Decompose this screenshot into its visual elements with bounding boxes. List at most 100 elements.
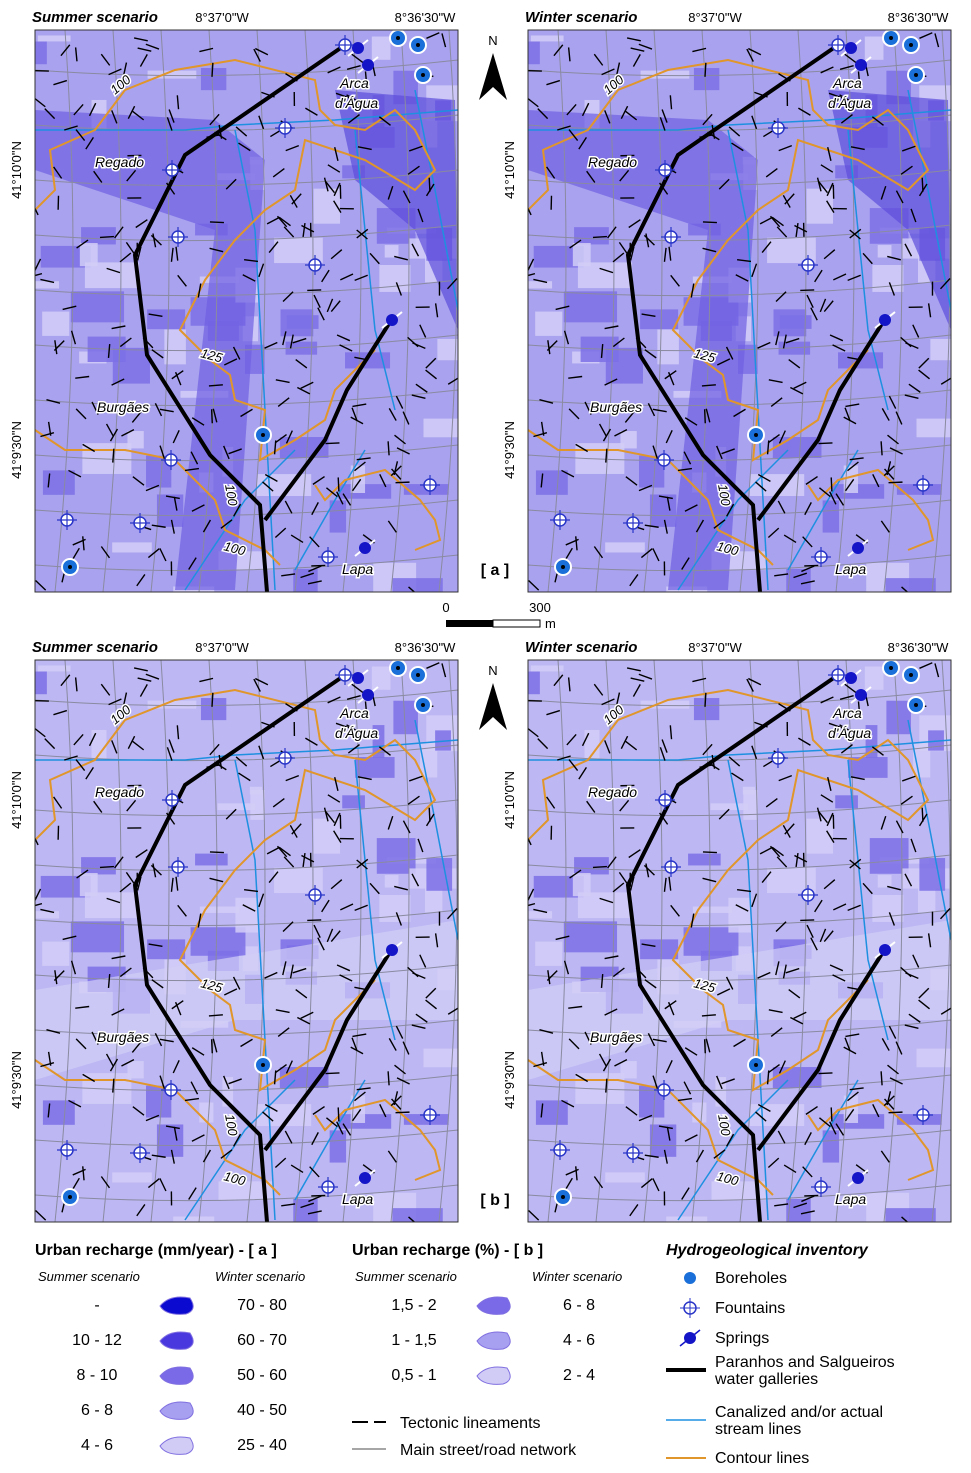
spring [359, 1172, 371, 1184]
tectonic-lineament [881, 1071, 882, 1085]
legend-swatch [477, 1367, 510, 1384]
legend-item: 6 - 8 [563, 1297, 595, 1314]
spring [359, 542, 371, 554]
legend-item: 4 - 6 [563, 1332, 595, 1349]
legend-item: 50 - 60 [237, 1367, 287, 1384]
recharge-zone [112, 1172, 152, 1182]
tectonic-lineament [212, 1039, 213, 1053]
legend-item: Contour lines [715, 1450, 809, 1467]
recharge-zone [564, 921, 617, 952]
spring [855, 689, 867, 701]
recharge-zone [885, 578, 935, 591]
spring [362, 689, 374, 701]
tectonic-lineament [338, 477, 339, 491]
tectonic-lineament [212, 63, 213, 77]
place-name: Arca [339, 705, 369, 721]
recharge-zone [564, 291, 617, 322]
place-name: Regado [95, 784, 144, 800]
tectonic-lineament [396, 1112, 410, 1113]
recharge-zone [157, 494, 183, 526]
legend-swatch [160, 1297, 193, 1314]
spring [352, 672, 364, 684]
borehole-dot [889, 36, 893, 40]
place-name: Lapa [342, 561, 373, 577]
borehole-dot [561, 565, 565, 569]
place-name: d'Água [828, 725, 871, 741]
legend-item: 40 - 50 [237, 1402, 287, 1419]
recharge-zone [835, 795, 858, 808]
legend-item: 25 - 40 [237, 1437, 287, 1454]
legend-item: Canalized and/or actual [715, 1404, 883, 1421]
tectonic-lineament [705, 409, 706, 423]
legend-swatch [680, 1298, 700, 1318]
legend-item: 6 - 8 [81, 1402, 113, 1419]
scale-bar [446, 620, 493, 627]
place-name: Burgães [97, 399, 149, 415]
legend-swatch [683, 1271, 697, 1285]
legend-swatch [684, 1332, 696, 1344]
tectonic-lineament [338, 1107, 339, 1121]
tectonic-lineament [307, 290, 321, 291]
recharge-zone [235, 898, 258, 933]
legend-item: 0,5 - 1 [391, 1367, 436, 1384]
tectonic-lineament [705, 1039, 706, 1053]
recharge-zone [35, 281, 59, 288]
recharge-zone [35, 672, 46, 695]
scale-label: 0 [442, 600, 449, 615]
longitude-label: 8°36'30"W [888, 10, 949, 25]
borehole-dot [261, 1063, 265, 1067]
place-name: Regado [588, 784, 637, 800]
recharge-zone [528, 42, 539, 65]
spring [879, 944, 891, 956]
recharge-zone [640, 309, 678, 329]
recharge-zone [728, 898, 751, 933]
tectonic-lineament [705, 63, 706, 77]
tectonic-lineament [800, 290, 814, 291]
tectonic-lineament [388, 1071, 389, 1085]
legend-title: Urban recharge (mm/year) - [ a ] [35, 1242, 277, 1259]
latitude-label: 41°9'30"N [9, 421, 24, 479]
recharge-zone [536, 470, 568, 494]
legend-item: Tectonic lineaments [400, 1415, 541, 1432]
tectonic-lineament [429, 178, 430, 192]
recharge-zone [694, 68, 719, 90]
place-name: Burgães [590, 399, 642, 415]
borehole-dot [416, 673, 420, 677]
recharge-zone [916, 419, 951, 438]
recharge-zone [528, 911, 552, 918]
place-name: Arca [832, 705, 862, 721]
place-name: Lapa [835, 561, 866, 577]
recharge-zone [112, 542, 152, 552]
recharge-zone [878, 875, 892, 888]
tectonic-lineament [889, 1112, 903, 1113]
north-arrow [479, 683, 507, 730]
recharge-zone [694, 698, 719, 720]
map-title: Winter scenario [525, 639, 637, 656]
place-name: Burgães [97, 1029, 149, 1045]
place-name: Arca [832, 75, 862, 91]
recharge-zone [379, 895, 410, 922]
map-title: Summer scenario [32, 9, 158, 26]
legend-item: 60 - 70 [237, 1332, 287, 1349]
borehole-dot [68, 565, 72, 569]
place-name: Regado [95, 154, 144, 170]
recharge-zone [536, 1100, 568, 1124]
recharge-zone [199, 1102, 213, 1122]
tectonic-lineament [804, 1195, 818, 1196]
latitude-label: 41°10'0"N [502, 141, 517, 199]
latitude-label: 41°9'30"N [502, 1051, 517, 1109]
recharge-zone [692, 1102, 706, 1122]
recharge-zone [711, 803, 749, 810]
legend-item: Springs [715, 1330, 769, 1347]
recharge-zone [379, 265, 410, 292]
recharge-zone [71, 921, 124, 952]
borehole-dot [421, 703, 425, 707]
recharge-zone [43, 1100, 75, 1124]
recharge-zone [650, 1124, 676, 1156]
legend-item: stream lines [715, 1421, 801, 1438]
legend-item: - [94, 1297, 99, 1314]
recharge-zone [195, 854, 228, 866]
recharge-zone [385, 875, 399, 888]
